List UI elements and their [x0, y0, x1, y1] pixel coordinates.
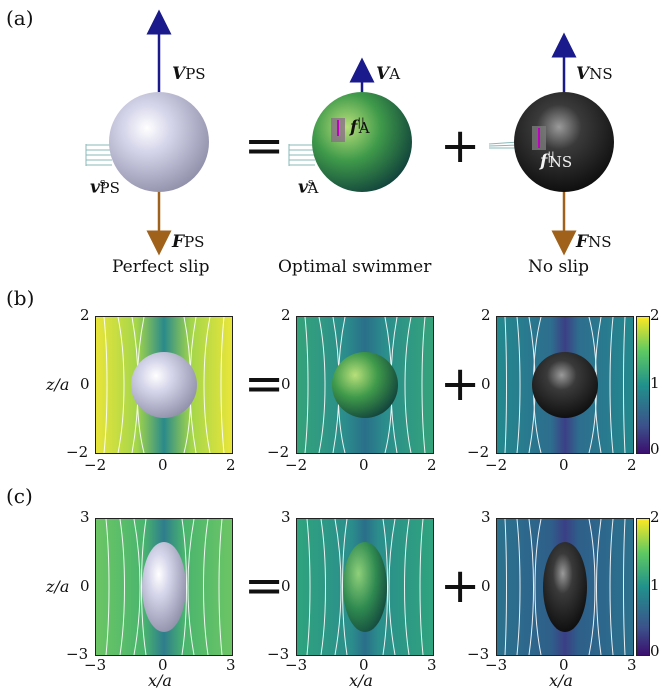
- ytick-b3-bot: −2: [467, 443, 490, 461]
- streamline-plot-b-perfect-slip: [95, 316, 233, 454]
- ytick-c-mid: 0: [80, 577, 90, 595]
- xlabel-c3: x/a: [549, 671, 573, 690]
- sphere-optimal-swimmer: [312, 92, 412, 192]
- ytick-c3-bot: −3: [467, 645, 490, 663]
- xtick-c2-mid: 0: [359, 656, 369, 674]
- streamline-plot-c-no-slip: [496, 518, 634, 656]
- xtick-c1-right: 3: [226, 656, 236, 674]
- xtick-b3-mid: 0: [559, 456, 569, 474]
- xtick-b1-right: 2: [226, 456, 236, 474]
- xtick-b2-right: 2: [427, 456, 437, 474]
- equals-sign-b: =: [244, 356, 285, 412]
- xtick-c2-left: −3: [285, 656, 308, 674]
- xtick-c2-right: 3: [427, 656, 437, 674]
- label-F-PS: FPS: [172, 232, 205, 252]
- caption-perfect-slip: Perfect slip: [112, 257, 210, 277]
- cbar-c-top: 2: [650, 508, 660, 526]
- plus-sign-a: +: [440, 118, 481, 174]
- label-v-A: vsA: [298, 176, 319, 198]
- label-V-PS: VPS: [172, 64, 206, 84]
- slip-profile-ns: [488, 141, 520, 149]
- streamline-plot-b-optimal-swimmer: [296, 316, 434, 454]
- xtick-c1-left: −3: [84, 656, 107, 674]
- cbar-b-mid: 1: [650, 374, 660, 392]
- ytick-c3-top: 3: [481, 508, 491, 526]
- cbar-b-top: 2: [650, 306, 660, 324]
- cbar-c-mid: 1: [650, 576, 660, 594]
- row-a-schematic: [85, 9, 614, 256]
- ytick-b3-mid: 0: [481, 375, 491, 393]
- streamline-plot-b-no-slip: [496, 316, 634, 454]
- panel-label-b: (b): [6, 286, 35, 310]
- ytick-b-top: 2: [80, 306, 90, 324]
- panel-label-c: (c): [6, 484, 33, 508]
- label-V-NS: VNS: [576, 64, 613, 84]
- sphere-perfect-slip: [109, 92, 209, 192]
- ytick-b2-mid: 0: [281, 375, 291, 393]
- xtick-b3-left: −2: [485, 456, 508, 474]
- ytick-b-bot: −2: [66, 443, 89, 461]
- sphere-no-slip: [514, 92, 614, 192]
- xtick-c3-mid: 0: [559, 656, 569, 674]
- equals-sign-a: =: [244, 118, 285, 174]
- xtick-b3-right: 2: [627, 456, 637, 474]
- ytick-c-bot: −3: [66, 645, 89, 663]
- cbar-c-bot: 0: [650, 642, 660, 660]
- xtick-b2-left: −2: [285, 456, 308, 474]
- label-F-NS: FNS: [576, 232, 612, 252]
- colorbar-b: [636, 316, 650, 454]
- ytick-c2-bot: −3: [267, 645, 290, 663]
- label-f-A: f||A: [350, 116, 370, 138]
- streamline-plot-c-perfect-slip: [95, 518, 233, 656]
- label-V-A: VA: [376, 64, 401, 84]
- ytick-b3-top: 2: [481, 306, 491, 324]
- ytick-b2-bot: −2: [267, 443, 290, 461]
- xtick-b2-mid: 0: [359, 456, 369, 474]
- xtick-b1-left: −2: [84, 456, 107, 474]
- plus-sign-c: +: [440, 558, 481, 614]
- ytick-b2-top: 2: [281, 306, 291, 324]
- ytick-c3-mid: 0: [481, 577, 491, 595]
- panel-label-a: (a): [6, 6, 34, 30]
- ytick-c2-mid: 0: [281, 577, 291, 595]
- slip-profile-ps: [85, 144, 115, 166]
- ytick-c2-top: 3: [281, 508, 291, 526]
- xlabel-c2: x/a: [349, 671, 373, 690]
- label-f-NS: f||NS: [540, 150, 573, 172]
- xlabel-c1: x/a: [148, 671, 172, 690]
- label-v-PS: vsPS: [90, 176, 120, 198]
- xtick-c1-mid: 0: [158, 656, 168, 674]
- streamline-plot-c-optimal-swimmer: [296, 518, 434, 656]
- plus-sign-b: +: [440, 356, 481, 412]
- caption-no-slip: No slip: [528, 257, 589, 277]
- ytick-c-top: 3: [80, 508, 90, 526]
- ylabel-b: z/a: [46, 375, 70, 394]
- colorbar-c: [636, 518, 650, 656]
- cbar-b-bot: 0: [650, 440, 660, 458]
- caption-optimal-swimmer: Optimal swimmer: [278, 257, 432, 277]
- xtick-c3-right: 3: [627, 656, 637, 674]
- ytick-b-mid: 0: [80, 375, 90, 393]
- xtick-b1-mid: 0: [158, 456, 168, 474]
- equals-sign-c: =: [244, 558, 285, 614]
- ylabel-c: z/a: [46, 577, 70, 596]
- xtick-c3-left: −3: [485, 656, 508, 674]
